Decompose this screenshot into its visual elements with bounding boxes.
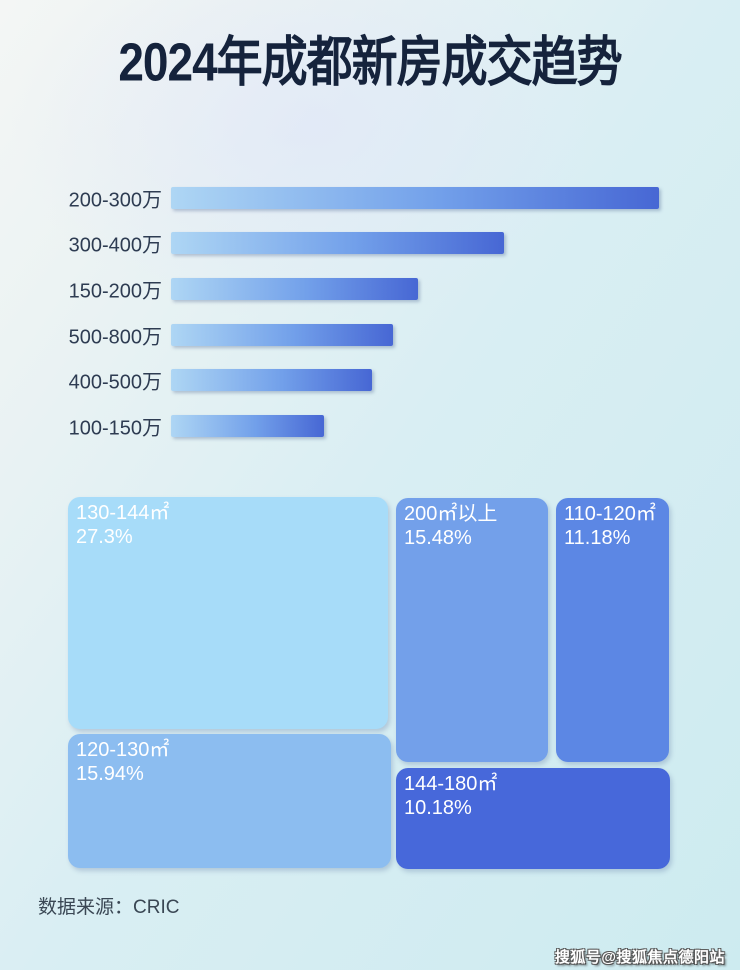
- bar-category-label: 300-400万: [68, 234, 162, 257]
- treemap-block-label: 144-180㎡: [404, 773, 498, 795]
- bar-category-label: 500-800万: [68, 326, 162, 349]
- bar-row: 100-150万: [0, 415, 740, 440]
- bar-row: 400-500万: [0, 369, 740, 394]
- treemap-block-percent: 10.18%: [404, 797, 472, 819]
- treemap-block-120-130: 120-130㎡ 15.94%: [68, 734, 391, 868]
- treemap-block-label: 130-144㎡: [76, 502, 170, 524]
- bar: [171, 187, 659, 209]
- bar: [171, 415, 324, 437]
- treemap-block-110-120: 110-120㎡ 11.18%: [556, 498, 669, 762]
- treemap-block-144-180: 144-180㎡ 10.18%: [396, 768, 670, 869]
- page-title: 2024年成都新房成交趋势: [118, 31, 622, 93]
- bar-row: 150-200万: [0, 278, 740, 303]
- treemap-block-percent: 15.94%: [76, 763, 144, 785]
- treemap-block-label: 120-130㎡: [76, 739, 170, 761]
- bar-row: 200-300万: [0, 187, 740, 212]
- data-source-note: 数据来源：CRIC: [38, 897, 180, 918]
- bar: [171, 278, 418, 300]
- treemap-block-130-144: 130-144㎡ 27.3%: [68, 497, 388, 729]
- treemap-block-200-plus: 200㎡以上 15.48%: [396, 498, 548, 762]
- bar-row: 500-800万: [0, 324, 740, 349]
- treemap-block-percent: 15.48%: [404, 527, 472, 549]
- treemap-block-percent: 27.3%: [76, 526, 133, 548]
- bar-category-label: 150-200万: [68, 280, 162, 303]
- treemap-block-percent: 11.18%: [564, 527, 631, 549]
- bar-row: 300-400万: [0, 232, 740, 257]
- bar: [171, 324, 393, 346]
- bar: [171, 369, 372, 391]
- bar-category-label: 400-500万: [68, 371, 162, 394]
- bar: [171, 232, 504, 254]
- bar-category-label: 200-300万: [68, 189, 162, 212]
- bar-category-label: 100-150万: [68, 417, 162, 440]
- treemap-block-label: 110-120㎡: [564, 503, 656, 525]
- sohu-watermark: 搜狐号@搜狐焦点德阳站: [554, 949, 725, 966]
- treemap-block-label: 200㎡以上: [404, 503, 498, 525]
